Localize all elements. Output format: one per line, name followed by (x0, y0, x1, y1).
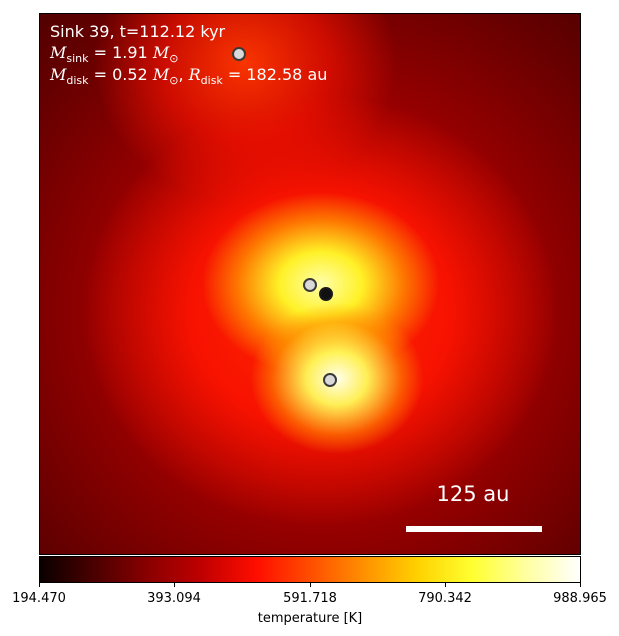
sink-mass-subscript: sink (66, 52, 89, 66)
colorbar-tick-mark-4 (580, 583, 581, 587)
colorbar-tick-label-1: 393.094 (147, 591, 201, 606)
colorbar-tick-label-3: 790.342 (418, 591, 472, 606)
solar-mass-symbol: M (152, 43, 170, 62)
colorbar-label: temperature [K] (257, 611, 363, 626)
solar-mass-symbol-2: M (152, 65, 170, 84)
sink-info-line3: Mdisk = 0.52 M⊙, Rdisk = 182.58 au (50, 64, 327, 91)
disk-mass-value: = 0.52 (88, 65, 153, 84)
colorbar-tick-mark-0 (39, 583, 40, 587)
sink-top-marker (232, 47, 246, 61)
sink-center-main-marker (319, 287, 333, 301)
disk-mass-symbol: M (50, 65, 67, 84)
sink-mass-symbol: M (50, 43, 67, 62)
colorbar-tick-mark-3 (445, 583, 446, 587)
solar-subscript-2: ⊙ (169, 74, 179, 88)
disk-radius-separator: , (178, 65, 189, 84)
disk-radius-subscript: disk (200, 74, 223, 88)
colorbar (39, 556, 581, 583)
colorbar-tick-label-0: 194.470 (12, 591, 66, 606)
disk-mass-subscript: disk (66, 74, 89, 88)
sink-title: Sink 39, t=112.12 kyr (50, 22, 226, 41)
colorbar-tick-label-4: 988.965 (553, 591, 607, 606)
disk-radius-symbol: R (188, 65, 201, 84)
sink-lower-marker (323, 373, 337, 387)
colorbar-tick-label-2: 591.718 (283, 591, 337, 606)
sink-info-line2: Msink = 1.91 M⊙ (50, 42, 178, 69)
sink-info-line1: Sink 39, t=112.12 kyr (50, 21, 225, 42)
solar-subscript: ⊙ (169, 52, 179, 66)
colorbar-tick-mark-2 (310, 583, 311, 587)
scale-bar (406, 526, 542, 532)
colorbar-tick-mark-1 (174, 583, 175, 587)
sink-center-left-marker (303, 278, 317, 292)
temperature-map: Sink 39, t=112.12 kyr Msink = 1.91 M⊙ Md… (39, 13, 581, 555)
scale-bar-label: 125 au (436, 482, 510, 506)
sink-mass-value: = 1.91 (88, 43, 153, 62)
disk-radius-value: = 182.58 au (222, 65, 328, 84)
